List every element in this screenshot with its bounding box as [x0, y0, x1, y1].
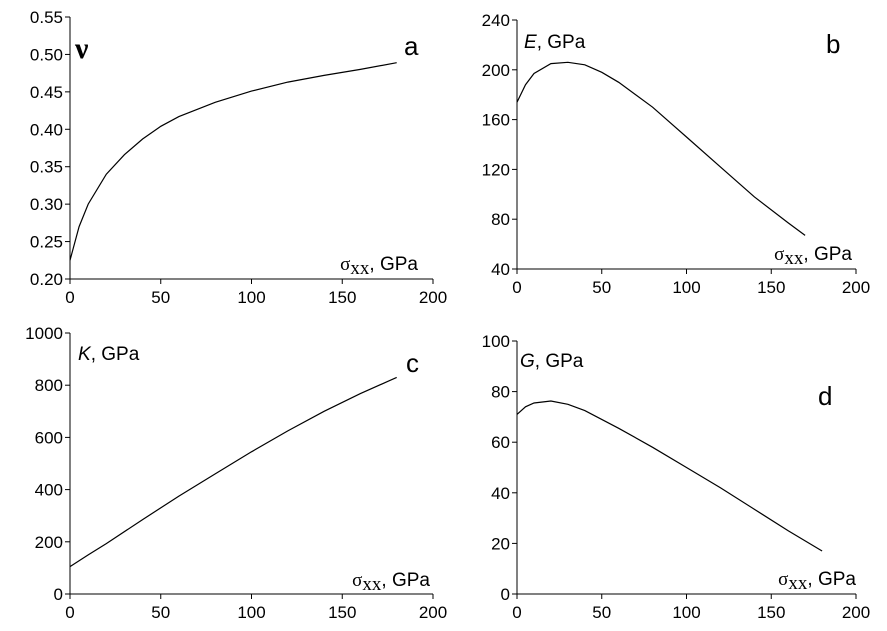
y-symbol: K	[78, 344, 92, 365]
y-tick-label: 0.20	[30, 270, 63, 289]
x-symbol: σ	[340, 254, 350, 275]
x-tick-label: 200	[419, 603, 447, 622]
x-tick-label: 100	[672, 603, 700, 622]
y-tick-label: 0.55	[30, 8, 63, 27]
x-symbol: σ	[778, 569, 788, 590]
x-tick-label: 150	[328, 288, 356, 307]
x-tick-label: 50	[592, 603, 611, 622]
y-axis-label: E, GPa	[524, 32, 586, 53]
y-tick-label: 0.30	[30, 195, 63, 214]
y-tick-label: 600	[35, 428, 63, 447]
y-axis-label: G, GPa	[520, 351, 584, 372]
y-symbol: E	[524, 32, 537, 53]
y-unit: , GPa	[537, 32, 586, 53]
x-axis-label: σxx, GPa	[778, 569, 856, 594]
y-tick-label: 80	[491, 383, 510, 402]
panel-a: 0.20 0.25 0.30 0.35 0.40 0.45 0.50 0.55 0 50 100 15…	[30, 8, 447, 307]
x-tick-label: 50	[151, 603, 170, 622]
y-tick-label: 40	[491, 260, 510, 279]
y-tick-label: 200	[35, 533, 63, 552]
y-tick-label: 0	[501, 585, 510, 604]
x-tick-label: 50	[592, 278, 611, 297]
y-tick-label: 20	[491, 534, 510, 553]
x-subscript: xx	[784, 248, 804, 269]
x-tick-label: 200	[842, 603, 870, 622]
y-tick-label: 160	[482, 111, 510, 130]
x-tick-label: 100	[237, 288, 265, 307]
y-unit: , GPa	[91, 344, 140, 365]
y-tick-label: 800	[35, 376, 63, 395]
x-tick-label: 200	[419, 288, 447, 307]
x-axis-label: σxx, GPa	[340, 254, 418, 279]
y-unit: , GPa	[535, 351, 584, 372]
x-subscript: xx	[788, 573, 808, 594]
x-unit: , GPa	[369, 254, 418, 275]
x-tick-label: 100	[237, 603, 265, 622]
y-tick-label: 0.40	[30, 120, 63, 139]
y-axis-label: ν	[74, 32, 89, 65]
x-symbol: σ	[774, 244, 784, 265]
panel-letter: c	[406, 348, 419, 378]
x-axis-label: σxx, GPa	[774, 244, 852, 269]
y-axis-label: K, GPa	[78, 344, 140, 365]
y-tick-label: 80	[491, 210, 510, 229]
x-tick-label: 0	[65, 603, 74, 622]
x-symbol: σ	[352, 570, 362, 591]
x-tick-label: 150	[757, 278, 785, 297]
y-tick-label: 0	[54, 585, 63, 604]
x-unit: , GPa	[381, 570, 430, 591]
series-line	[516, 61, 806, 236]
x-tick-label: 200	[842, 278, 870, 297]
x-unit: , GPa	[807, 569, 856, 590]
x-tick-label: 0	[65, 288, 74, 307]
panel-letter: b	[826, 29, 840, 59]
x-axis-label: σxx, GPa	[352, 570, 430, 595]
x-subscript: xx	[362, 574, 382, 595]
x-unit: , GPa	[803, 244, 852, 265]
y-symbol: G	[520, 351, 535, 372]
series-line	[69, 62, 397, 261]
y-symbol: ν	[74, 32, 89, 65]
x-tick-label: 150	[757, 603, 785, 622]
x-tick-label: 100	[672, 278, 700, 297]
y-tick-label: 0.25	[30, 233, 63, 252]
y-tick-label: 100	[482, 332, 510, 351]
y-tick-label: 0.35	[30, 158, 63, 177]
y-tick-label: 40	[491, 484, 510, 503]
x-tick-label: 0	[512, 278, 521, 297]
y-tick-label: 120	[482, 160, 510, 179]
y-tick-label: 200	[482, 61, 510, 80]
x-tick-label: 0	[512, 603, 521, 622]
panel-letter: d	[818, 381, 832, 411]
y-tick-label: 0.45	[30, 83, 63, 102]
x-tick-label: 50	[151, 288, 170, 307]
series-line	[516, 400, 823, 552]
y-tick-label: 60	[491, 433, 510, 452]
panel-letter: a	[404, 31, 419, 61]
y-tick-label: 240	[482, 11, 510, 30]
y-tick-label: 400	[35, 481, 63, 500]
x-subscript: xx	[350, 258, 370, 279]
x-tick-label: 150	[328, 603, 356, 622]
series-line	[69, 376, 397, 568]
y-tick-label: 0.50	[30, 45, 63, 64]
y-tick-label: 1000	[25, 324, 63, 343]
